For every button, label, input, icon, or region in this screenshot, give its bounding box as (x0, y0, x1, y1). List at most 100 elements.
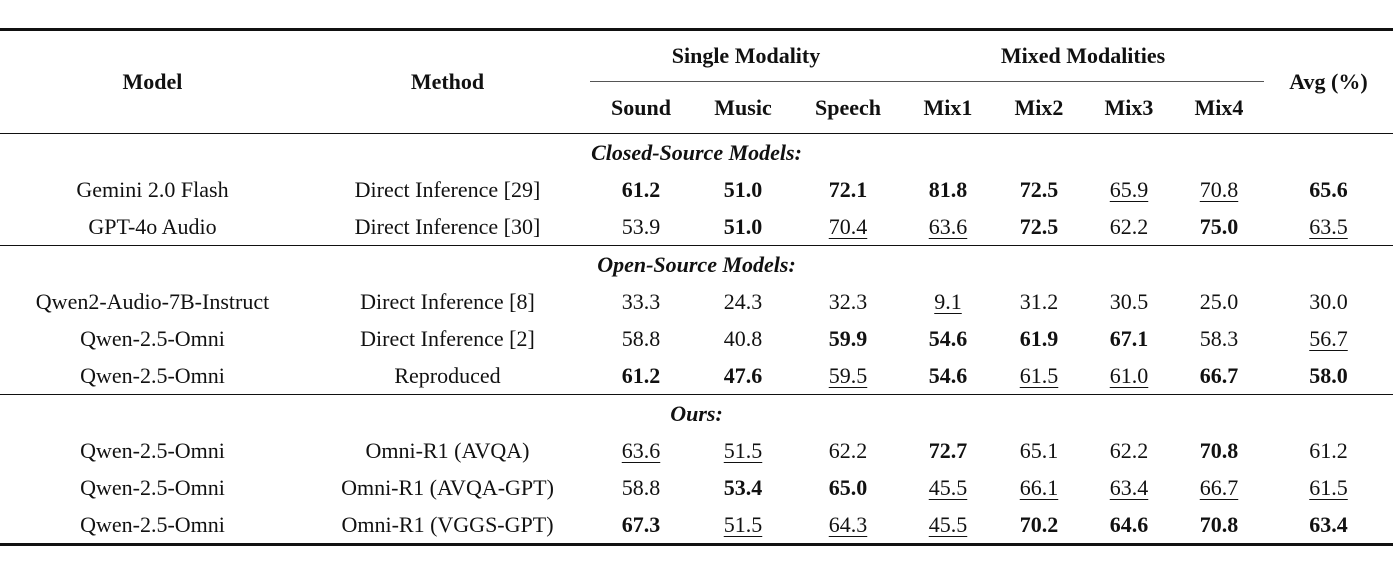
cell-mix3: 61.0 (1084, 357, 1174, 395)
section-row-open-source: Open-Source Models: (0, 245, 1393, 283)
cell-music: 51.0 (723, 213, 763, 239)
cell-value: 63.4 (1109, 474, 1149, 500)
cell-mix2: 70.2 (994, 506, 1084, 546)
cell-model: Qwen2-Audio-7B-Instruct (35, 288, 270, 314)
section-label: Closed-Source Models: (591, 139, 802, 165)
table-row: Qwen-2.5-Omni Direct Inference [2] 58.8 … (0, 320, 1393, 357)
col-header-model: Model (0, 28, 305, 134)
cell-mix1: 72.7 (928, 437, 968, 463)
cell-speech: 65.0 (828, 474, 868, 500)
cell-speech: 64.3 (794, 506, 902, 546)
cell-mix3: 63.4 (1084, 469, 1174, 506)
cell-value: 59.5 (828, 362, 868, 388)
header-row-columns: Sound Music Speech Mix1 Mix2 Mix3 Mix4 (0, 81, 1393, 134)
table-row: Qwen-2.5-Omni Reproduced 61.2 47.6 59.5 … (0, 357, 1393, 395)
table-row: Qwen-2.5-Omni Omni-R1 (AVQA) 63.6 51.5 6… (0, 432, 1393, 469)
cell-mix3: 62.2 (1109, 437, 1149, 463)
cell-mix2: 65.1 (1019, 437, 1059, 463)
cell-avg: 30.0 (1309, 288, 1348, 314)
cell-model: Qwen-2.5-Omni (80, 325, 225, 351)
cell-mix4: 70.8 (1174, 506, 1264, 546)
cell-mix3: 65.9 (1084, 171, 1174, 208)
cell-avg: 58.0 (1309, 362, 1348, 388)
cell-music: 51.5 (692, 506, 794, 546)
cell-avg: 65.6 (1309, 176, 1348, 202)
group-header-single-modality: Single Modality (590, 28, 902, 82)
cell-model: Qwen-2.5-Omni (80, 474, 225, 500)
cell-speech: 59.5 (794, 357, 902, 395)
cell-mix2: 72.5 (1019, 213, 1059, 239)
section-label: Open-Source Models: (0, 245, 1393, 283)
cell-mix1: 63.6 (902, 208, 994, 246)
results-table: Model Method Single Modality Mixed Modal… (0, 28, 1393, 546)
cell-mix1: 9.1 (902, 283, 994, 320)
cell-music: 47.6 (723, 362, 763, 388)
col-header-mix2: Mix2 (994, 81, 1084, 134)
cell-music: 40.8 (723, 325, 763, 351)
cell-value: 66.7 (1199, 474, 1239, 500)
cell-value: 45.5 (928, 474, 968, 500)
cell-model: Qwen-2.5-Omni (80, 362, 225, 388)
cell-model: Qwen-2.5-Omni (0, 506, 305, 546)
cell-sound: 58.8 (621, 474, 661, 500)
cell-sound: 61.2 (621, 362, 661, 388)
col-header-speech: Speech (794, 81, 902, 134)
cell-method: Reproduced (394, 362, 501, 388)
cell-mix3: 30.5 (1109, 288, 1149, 314)
cell-method: Direct Inference [30] (354, 213, 541, 239)
cell-speech: 62.2 (828, 437, 868, 463)
cell-avg: 56.7 (1264, 320, 1393, 357)
col-header-music: Music (692, 81, 794, 134)
cell-avg: 61.2 (1309, 437, 1348, 463)
cell-mix4: 25.0 (1199, 288, 1239, 314)
table-row: GPT-4o Audio Direct Inference [30] 53.9 … (0, 208, 1393, 246)
section-label: Ours: (0, 394, 1393, 432)
table-row: Qwen-2.5-Omni Omni-R1 (VGGS-GPT) 67.3 51… (0, 506, 1393, 546)
cell-value: 66.1 (1019, 474, 1059, 500)
cell-value: 61.5 (1309, 474, 1348, 500)
cell-mix1: 45.5 (902, 506, 994, 546)
cell-avg: 61.5 (1264, 469, 1393, 506)
cell-speech: 72.1 (828, 176, 868, 202)
cell-mix2: 61.9 (1019, 325, 1059, 351)
header-row-groups: Model Method Single Modality Mixed Modal… (0, 28, 1393, 134)
cell-mix1: 81.8 (928, 176, 968, 202)
cell-avg: 63.5 (1264, 208, 1393, 246)
cell-sound: 61.2 (621, 176, 661, 202)
cell-mix3: 64.6 (1084, 506, 1174, 546)
cell-method: Direct Inference [29] (354, 176, 541, 202)
cell-method: Direct Inference [8] (360, 288, 535, 314)
cell-mix4: 70.8 (1174, 171, 1264, 208)
cell-value: 61.5 (1019, 362, 1059, 388)
cell-value: 51.5 (723, 437, 763, 463)
col-header-mix1: Mix1 (902, 81, 994, 134)
cell-mix1: 45.5 (902, 469, 994, 506)
cell-avg: 63.4 (1264, 506, 1393, 546)
cell-sound: 67.3 (590, 506, 692, 546)
table-row: Qwen2-Audio-7B-Instruct Direct Inference… (0, 283, 1393, 320)
cell-value: 63.6 (928, 213, 968, 239)
cell-sound: 53.9 (621, 213, 661, 239)
table-row: Gemini 2.0 Flash Direct Inference [29] 6… (0, 171, 1393, 208)
cell-mix3: 62.2 (1109, 213, 1149, 239)
cell-mix2: 61.5 (994, 357, 1084, 395)
group-header-mixed-modalities: Mixed Modalities (902, 28, 1264, 82)
cell-method: Omni-R1 (AVQA-GPT) (341, 474, 554, 500)
cell-mix4: 66.7 (1174, 469, 1264, 506)
cell-value: 56.7 (1309, 325, 1348, 351)
cell-method: Omni-R1 (VGGS-GPT) (305, 506, 590, 546)
col-header-mix4: Mix4 (1174, 81, 1264, 134)
cell-speech: 32.3 (828, 288, 868, 314)
cell-model: GPT-4o Audio (88, 213, 217, 239)
cell-value: 61.0 (1109, 362, 1149, 388)
cell-mix1: 54.6 (928, 362, 968, 388)
cell-value: 70.8 (1199, 176, 1239, 202)
cell-value: 63.6 (621, 437, 661, 463)
cell-mix4: 66.7 (1199, 362, 1239, 388)
cell-speech: 59.9 (828, 325, 868, 351)
cell-mix2: 66.1 (994, 469, 1084, 506)
section-row-closed-source: Closed-Source Models: (0, 134, 1393, 172)
cell-model: Gemini 2.0 Flash (76, 176, 229, 202)
cell-sound: 58.8 (621, 325, 661, 351)
cell-value: 64.3 (828, 511, 868, 537)
